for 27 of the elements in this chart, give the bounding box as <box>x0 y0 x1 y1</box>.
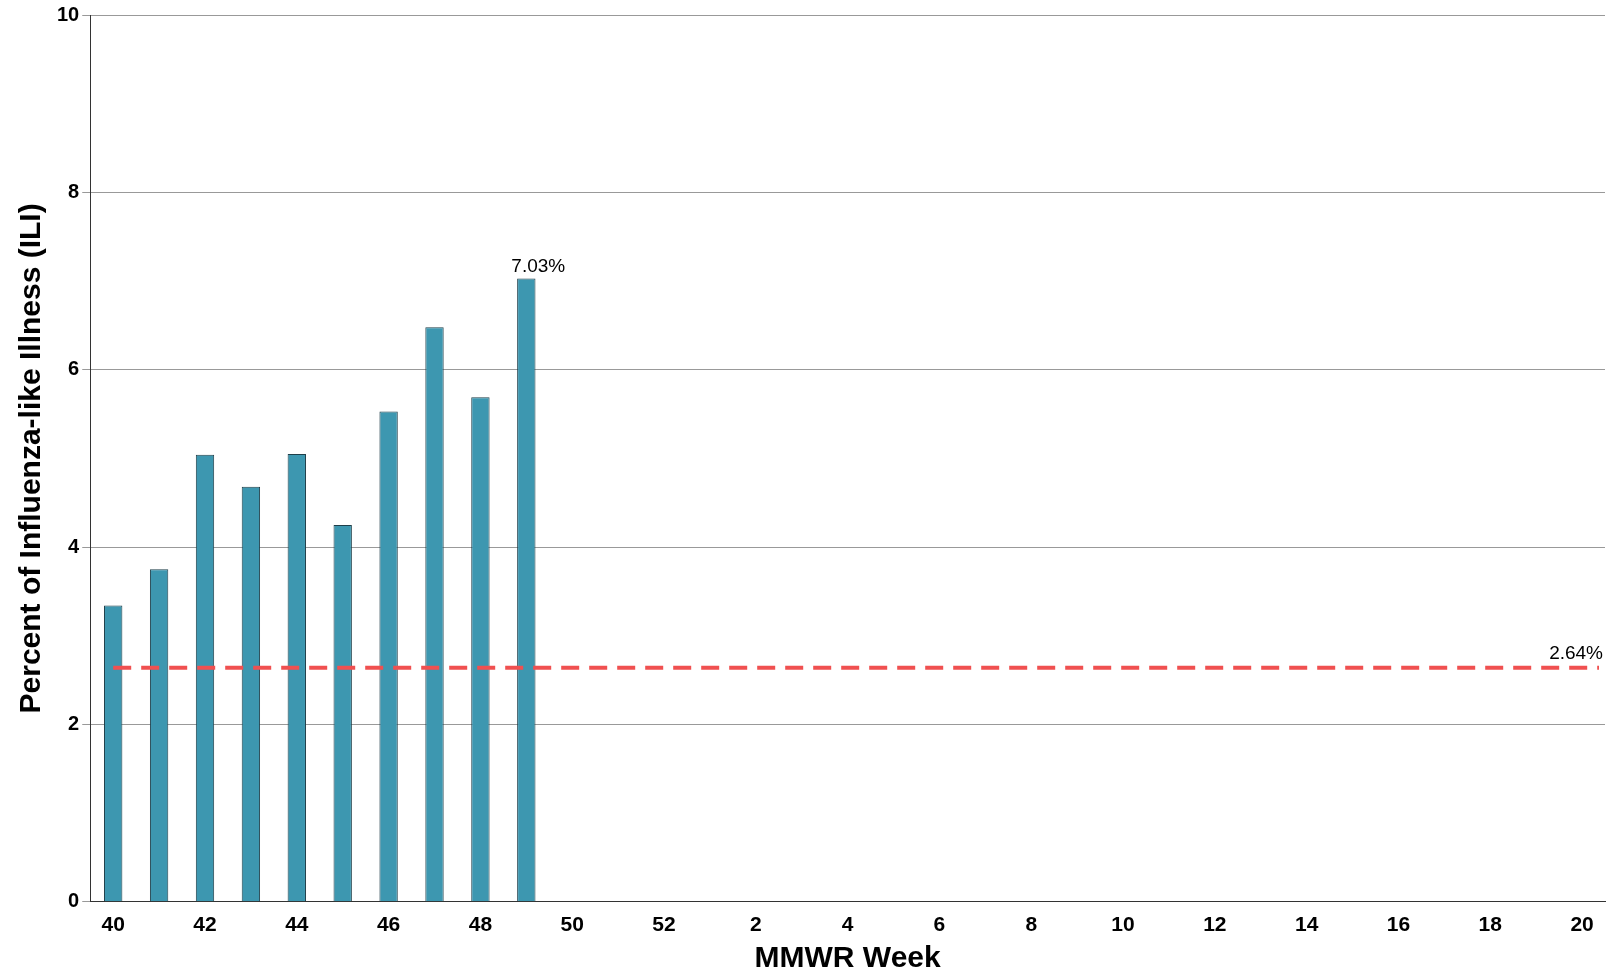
x-tick-label: 16 <box>1386 912 1411 936</box>
y-tick-label: 2 <box>68 711 80 734</box>
x-tick-label: 18 <box>1478 912 1503 936</box>
ref-line-label: 2.64% <box>1549 642 1604 664</box>
x-tick-label: 4 <box>841 912 854 936</box>
x-tick-label: 2 <box>749 912 762 936</box>
x-tick-label: 42 <box>193 912 217 936</box>
x-tick-label: 44 <box>285 912 309 936</box>
y-tick-label: 0 <box>68 889 80 912</box>
y-axis-title: Percent of Influenza-like Illness (ILI) <box>13 203 47 714</box>
x-tick-label: 50 <box>560 912 584 936</box>
x-tick-label: 10 <box>1111 912 1135 936</box>
x-tick-label: 46 <box>376 912 401 936</box>
x-tick-label: 40 <box>101 912 125 936</box>
y-tick-label: 8 <box>68 179 80 202</box>
y-tick-label: 6 <box>68 357 80 380</box>
y-tick-label: 4 <box>68 534 81 557</box>
x-tick-label: 6 <box>933 912 946 936</box>
x-tick-label: 48 <box>468 912 493 936</box>
x-tick-label: 20 <box>1570 912 1594 936</box>
y-tick-label: 10 <box>57 2 80 25</box>
x-axis-title: MMWR Week <box>754 940 941 974</box>
x-tick-label: 14 <box>1294 912 1319 936</box>
x-tick-label: 12 <box>1203 912 1227 936</box>
data-label: 7.03% <box>511 255 566 277</box>
x-tick-label: 8 <box>1025 912 1038 936</box>
x-tick-label: 52 <box>652 912 676 936</box>
